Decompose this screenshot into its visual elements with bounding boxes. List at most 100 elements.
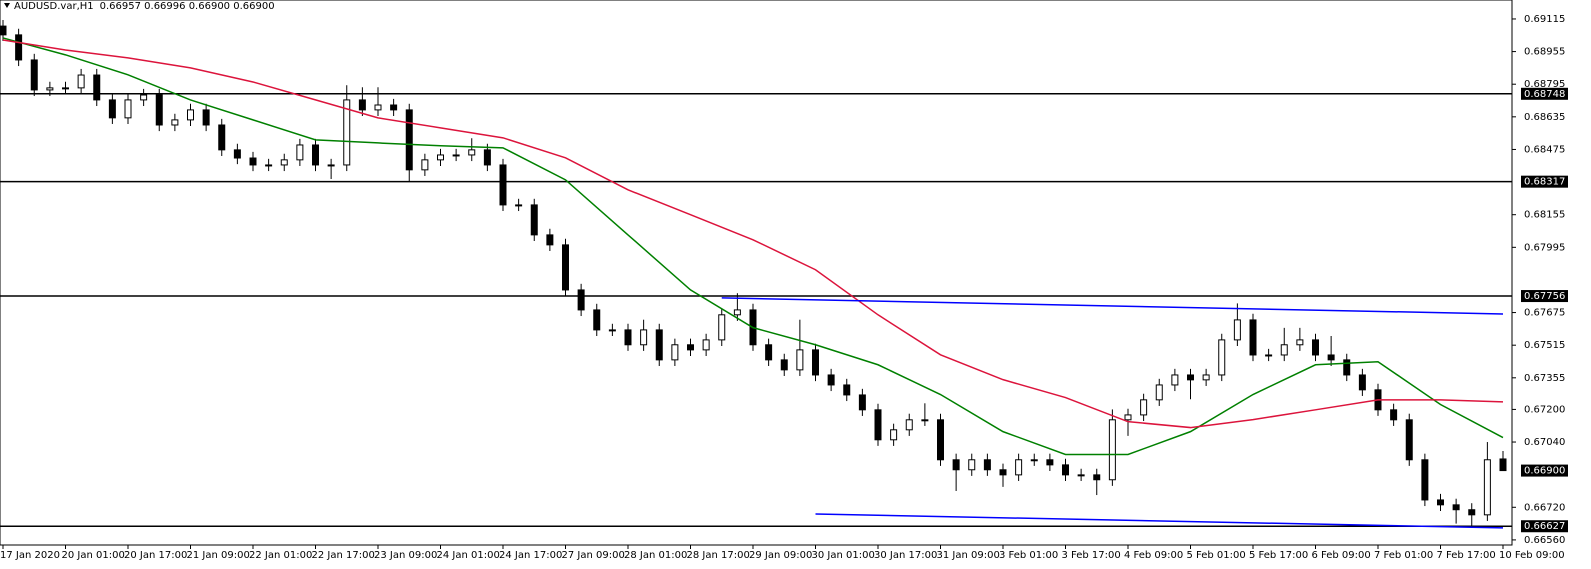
candle-body [733, 309, 741, 316]
candle-body [655, 329, 663, 361]
candle-body [15, 34, 23, 61]
candle-body [77, 74, 85, 89]
candle-body [718, 314, 726, 341]
x-tick-label: 30 Jan 17:00 [874, 550, 937, 561]
candle-body [171, 119, 179, 126]
candle-body [1265, 354, 1273, 357]
y-tick-label: 0.67355 [1524, 373, 1565, 384]
x-tick-label: 7 Feb 17:00 [1437, 550, 1496, 561]
trend-line [721, 297, 1504, 315]
candle-body [702, 339, 710, 351]
candle-body [452, 154, 460, 157]
candle-body [1077, 474, 1085, 477]
candle-body [46, 87, 54, 91]
y-tick-label: 0.68635 [1524, 112, 1565, 123]
ohlc-values: 0.66957 0.66996 0.66900 0.66900 [100, 1, 275, 12]
candle-body [1327, 354, 1335, 361]
candle-body [983, 459, 991, 471]
candle-body [624, 329, 632, 346]
candle-body [1062, 464, 1069, 476]
candle-body [218, 124, 226, 151]
x-tick-label: 20 Jan 17:00 [124, 550, 187, 561]
menu-arrow[interactable] [4, 3, 10, 8]
x-tick-label: 30 Jan 01:00 [812, 550, 875, 561]
candle-body [1108, 419, 1116, 481]
x-tick-label: 28 Jan 17:00 [687, 550, 750, 561]
candle-body [874, 409, 882, 441]
candle-body [280, 159, 288, 166]
y-tick-label: 0.68795 [1524, 79, 1565, 90]
candle-body [858, 394, 866, 411]
candle-body [1046, 459, 1054, 466]
candle-body [187, 109, 194, 121]
x-tick-label: 4 Feb 09:00 [1124, 550, 1183, 561]
candle-body [593, 309, 601, 331]
candle-body [1030, 459, 1038, 462]
x-tick-label: 5 Feb 01:00 [1187, 550, 1246, 561]
candle-body [843, 384, 851, 396]
candle-body [499, 164, 507, 206]
candle-body [343, 99, 351, 166]
candle-body [546, 234, 554, 246]
candle-body [1358, 374, 1366, 391]
candle-body [1343, 359, 1351, 376]
candle-body [1218, 339, 1226, 376]
moving-average [2, 39, 1504, 429]
level-label: 0.68748 [1524, 89, 1565, 100]
y-tick-label: 0.66720 [1524, 502, 1565, 513]
candle-body [483, 149, 491, 166]
candle-body [608, 329, 616, 332]
candle-body [827, 374, 835, 386]
x-tick-label: 3 Feb 17:00 [1062, 550, 1121, 561]
candle-body [1437, 499, 1444, 506]
candle-body [1093, 474, 1101, 481]
y-tick-label: 0.66560 [1524, 535, 1565, 546]
current-price-box [1521, 464, 1568, 477]
candle-body [312, 144, 319, 166]
x-tick-label: 27 Jan 09:00 [562, 550, 625, 561]
plot-frame [0, 0, 1513, 546]
candle-body [968, 459, 976, 471]
x-tick-label: 7 Feb 01:00 [1374, 550, 1433, 561]
candle-body [1483, 459, 1491, 516]
candle-body [155, 94, 163, 126]
x-tick-label: 24 Jan 17:00 [499, 550, 562, 561]
candle-body [124, 99, 132, 119]
candle-body [1405, 419, 1413, 461]
candle-body [1390, 409, 1398, 421]
y-tick-label: 0.67040 [1524, 437, 1565, 448]
x-tick-label: 21 Jan 09:00 [187, 550, 250, 561]
candle-body [1015, 459, 1023, 476]
candle-body [780, 359, 788, 371]
candle-body [1124, 414, 1132, 421]
candle-body [1202, 374, 1210, 381]
y-tick-label: 0.67675 [1524, 308, 1565, 319]
candle-body [687, 344, 694, 351]
candle-body [905, 419, 913, 431]
candle-body [249, 157, 257, 166]
x-tick-label: 28 Jan 01:00 [624, 550, 687, 561]
candle-body [765, 344, 773, 361]
level-label-box [1521, 520, 1568, 533]
candle-body [921, 419, 929, 422]
candle-body [1155, 384, 1163, 401]
candle-body [812, 349, 819, 376]
x-tick-label: 29 Jan 09:00 [749, 550, 812, 561]
trend-line [815, 513, 1504, 529]
current-price-label: 0.66900 [1524, 466, 1565, 477]
candle-body [1280, 344, 1288, 356]
candle-body [1421, 459, 1429, 501]
x-tick-label: 17 Jan 2020 [0, 550, 60, 561]
candle-body [577, 289, 585, 311]
x-tick-label: 22 Jan 17:00 [312, 550, 375, 561]
candle-body [30, 59, 38, 91]
y-tick-label: 0.67995 [1524, 242, 1565, 253]
level-label: 0.67756 [1524, 291, 1565, 302]
x-tick-label: 6 Feb 09:00 [1312, 550, 1371, 561]
x-tick-label: 23 Jan 09:00 [374, 550, 437, 561]
candle-body [1171, 374, 1179, 386]
y-tick-label: 0.68955 [1524, 47, 1565, 58]
x-tick-label: 5 Feb 17:00 [1249, 550, 1308, 561]
candle-body [437, 154, 444, 161]
